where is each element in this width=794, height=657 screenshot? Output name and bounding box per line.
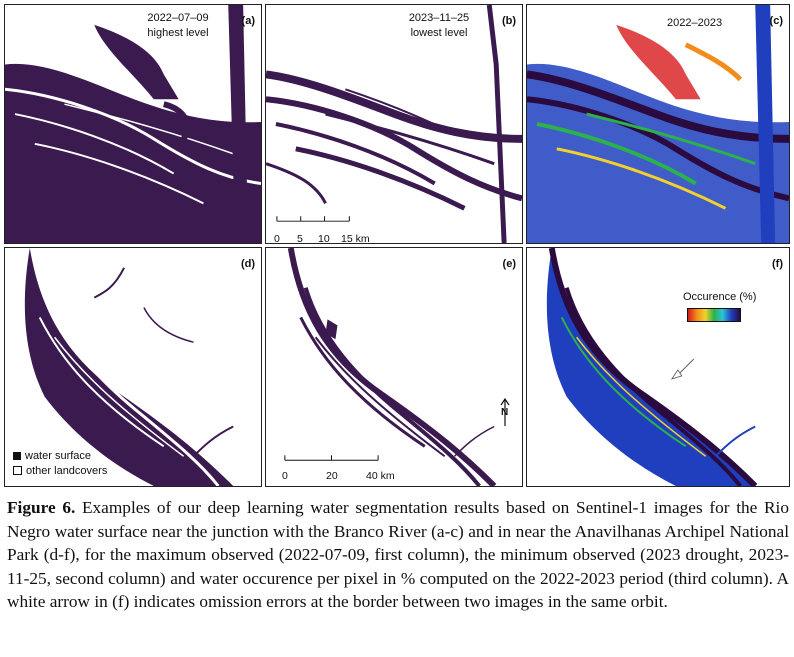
legend: water surface other landcovers [13,448,107,478]
date-a: 2022–07–09 [147,12,209,24]
occurrence-map-c [527,5,789,243]
panel-c: 2022–2023 (c) [526,4,790,244]
label-a: (a) [241,15,255,27]
panel-e: (e) N 0 20 40 km [265,247,523,487]
scale-top-tick-2: 10 [318,233,330,244]
water-map-b [266,5,522,243]
water-map-a [5,5,261,243]
water-map-e [287,248,497,486]
date-b: 2023–11–25 [408,12,470,24]
legend-other-label: other landcovers [26,464,108,477]
colorbar-title: Occurence (%) [683,291,757,303]
label-d: (d) [240,258,255,270]
north-label: N [501,407,509,418]
date-c: 2022–2023 [667,17,723,29]
figure-caption: Figure 6. Examples of our deep learning … [7,496,789,614]
legend-water-swatch [13,451,21,460]
label-b: (b) [501,15,516,27]
colorbar [687,308,741,322]
label-e: (e) [502,258,516,270]
sub-a: highest level [147,27,209,39]
panel-b: 2023–11–25 lowest level (b) 0 5 10 15 km [265,4,523,244]
figure: 2022–07–09 highest level (a) 2023–11–25 … [4,4,790,487]
scale-bottom-tick-2: 40 km [366,470,395,482]
panel-a: 2022–07–09 highest level (a) [4,4,262,244]
scale-bottom-tick-0: 0 [282,470,288,482]
caption-text: Examples of our deep learning water segm… [7,498,789,611]
scale-bottom-tick-1: 20 [326,470,338,482]
panel-f: (f) Occurence (%) [526,247,790,487]
north-arrow-icon [500,398,510,426]
sub-b: lowest level [410,27,468,39]
legend-water-label: water surface [25,449,92,462]
scale-top-tick-1: 5 [297,233,303,244]
north-arrow: N [498,398,512,428]
panel-d: (d) water surface other landcovers [4,247,262,487]
scale-top-tick-0: 0 [274,233,280,244]
label-c: (c) [769,15,783,27]
occurrence-map-f [546,248,758,486]
water-map-d [24,248,234,486]
caption-lead: Figure 6. [7,498,76,517]
legend-other-swatch [13,466,22,475]
scale-top-tick-3: 15 km [341,233,370,244]
label-f: (f) [772,258,783,270]
